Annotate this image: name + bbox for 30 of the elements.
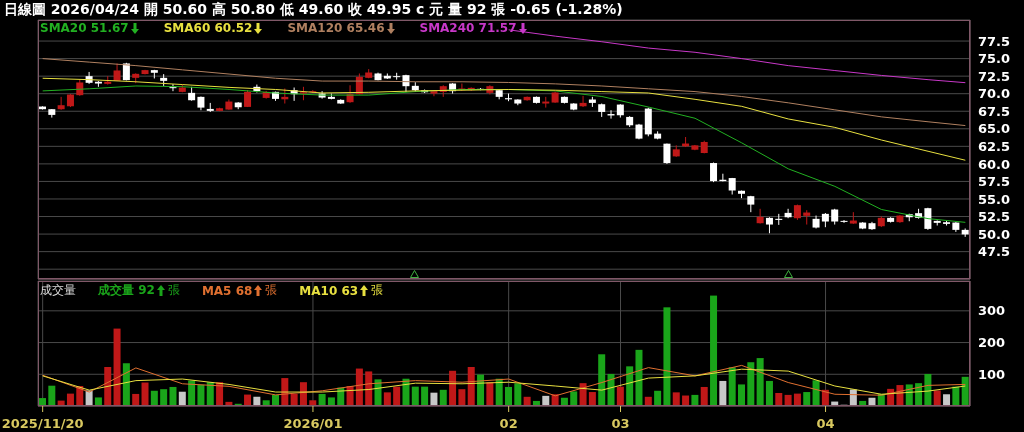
y-tick-label: 52.5 [978, 209, 1011, 225]
legend-label: SMA60 60.52 [163, 21, 253, 35]
y-tick-label: 70.0 [978, 86, 1011, 102]
y-tick-label: 55.0 [978, 191, 1011, 207]
text: MA5 68 張 [201, 282, 278, 299]
y-tick-label: 75.0 [978, 51, 1011, 67]
x-tick-label: 02 [499, 416, 518, 431]
x-tick-label: 2025/11/20 [1, 416, 84, 431]
text: MA10 63 張 [299, 282, 384, 299]
legend-label: SMA240 71.57 [419, 21, 517, 35]
y-tick-label: 72.5 [978, 68, 1011, 84]
y-tick-label: 50.0 [978, 226, 1011, 242]
y-tick-label: 65.0 [978, 121, 1011, 137]
x-tick-label: 2026/01 [283, 416, 343, 431]
y-tick-label: 67.5 [978, 103, 1011, 119]
y-tick-label: 200 [978, 335, 1006, 351]
y-tick-label: 62.5 [978, 138, 1011, 154]
y-tick-label: 47.5 [978, 244, 1011, 260]
x-tick-label: 03 [611, 416, 630, 431]
y-tick-label: 60.0 [978, 156, 1011, 172]
x-tick-label: 04 [816, 416, 835, 431]
y-tick-label: 57.5 [978, 174, 1011, 190]
text: 成交量 92 張 [98, 282, 180, 299]
legend-label: SMA20 51.67 [40, 21, 129, 35]
y-axis-title: 成交量 [40, 282, 76, 299]
chart-title: 日線圖 2026/04/24 開 50.60 高 50.80 低 49.60 收 49.95 c 元 量 92 張 -0.65 (-1.28%) [4, 1, 623, 19]
y-tick-label: 100 [978, 366, 1006, 382]
legend-label: SMA120 65.46 [287, 21, 385, 35]
y-tick-label: 300 [978, 303, 1006, 319]
y-tick-label: 77.5 [978, 33, 1011, 49]
